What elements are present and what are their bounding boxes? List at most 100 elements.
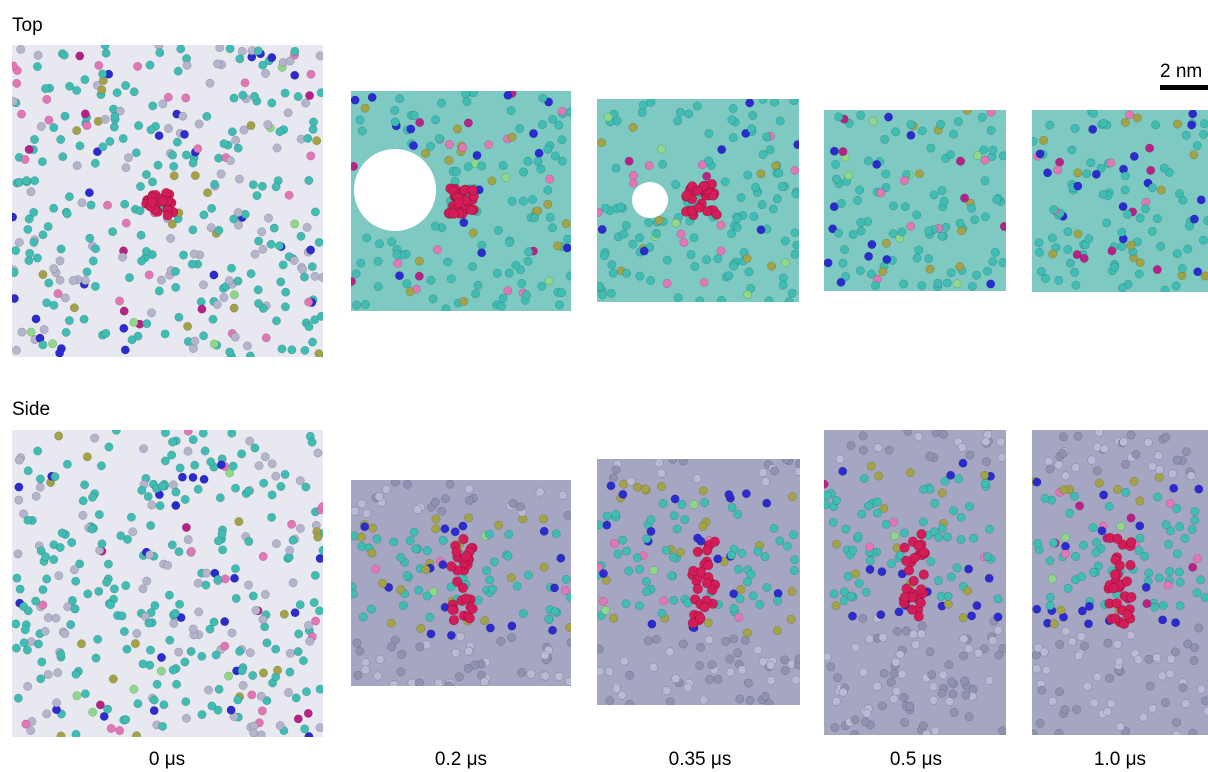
atom [666, 698, 674, 706]
atom [1140, 552, 1148, 560]
atom [619, 490, 627, 498]
atom [157, 653, 165, 661]
atom [281, 470, 289, 478]
atom [964, 565, 972, 573]
atom [291, 47, 299, 55]
peptide-atom [904, 566, 914, 576]
atom [857, 111, 865, 119]
atom [1155, 473, 1163, 481]
atom [528, 195, 536, 203]
atom [873, 509, 881, 517]
atom [33, 62, 41, 70]
atom [565, 623, 573, 631]
atom [1178, 264, 1186, 272]
atom [558, 157, 566, 165]
peptide-atom [1113, 534, 1123, 544]
atom [929, 696, 937, 704]
atom [993, 196, 1001, 204]
atom [983, 267, 991, 275]
atom [175, 548, 183, 556]
atom [700, 499, 708, 507]
atom [264, 214, 272, 222]
atom [368, 93, 376, 101]
atom [316, 685, 324, 693]
atom [191, 171, 199, 179]
atom [859, 668, 867, 676]
atom [991, 248, 999, 256]
atom [680, 238, 688, 246]
atom [1089, 125, 1097, 133]
atom [1046, 557, 1054, 565]
atom [391, 118, 399, 126]
atom [1179, 684, 1187, 692]
atom [1041, 494, 1049, 502]
atom [558, 107, 566, 115]
atom [461, 90, 469, 98]
atom [305, 732, 313, 740]
atom [117, 532, 125, 540]
snapshot-panel [1029, 107, 1208, 294]
atom [1118, 228, 1126, 236]
atom [657, 469, 665, 477]
atom [137, 231, 145, 239]
atom [658, 609, 666, 617]
atom [191, 337, 199, 345]
atom [1061, 542, 1069, 550]
atom [935, 533, 943, 541]
peptide-atom [917, 529, 927, 539]
atom [354, 671, 362, 679]
atom [27, 188, 35, 196]
atom [563, 244, 571, 252]
atom [985, 574, 993, 582]
atom [778, 182, 786, 190]
pore [354, 149, 436, 231]
atom [642, 588, 650, 596]
pore [632, 182, 668, 218]
atom [465, 485, 473, 493]
atom [1172, 718, 1180, 726]
atom [136, 207, 144, 215]
atom [57, 135, 65, 143]
atom [1120, 438, 1128, 446]
atom [925, 227, 933, 235]
atom [408, 679, 416, 687]
atom [960, 194, 968, 202]
atom [649, 663, 657, 671]
atom [864, 252, 872, 260]
atom [81, 75, 89, 83]
atom [914, 432, 922, 440]
atom [943, 279, 951, 287]
atom [445, 140, 453, 148]
peptide-atom [907, 605, 917, 615]
atom [1173, 249, 1181, 257]
atom [460, 297, 468, 305]
atom [693, 474, 701, 482]
atom [1153, 214, 1161, 222]
atom [1176, 602, 1184, 610]
atom [609, 474, 617, 482]
atom [857, 510, 865, 518]
atom [252, 606, 260, 614]
atom [792, 676, 800, 684]
atom [15, 238, 23, 246]
atom [855, 186, 863, 194]
atom [629, 240, 637, 248]
atom [790, 566, 798, 574]
atom [453, 125, 461, 133]
atom [181, 495, 189, 503]
atom [775, 169, 783, 177]
atom [210, 618, 218, 626]
peptide-atom [1115, 561, 1125, 571]
atom [950, 708, 958, 716]
atom [164, 124, 172, 132]
atom [791, 250, 799, 258]
atom [504, 552, 512, 560]
atom [231, 484, 239, 492]
peptide-atom [712, 210, 722, 220]
atom [285, 546, 293, 554]
atom [1098, 527, 1106, 535]
atom [849, 546, 857, 554]
atom [594, 208, 602, 216]
atom [216, 494, 224, 502]
atom [81, 110, 89, 118]
